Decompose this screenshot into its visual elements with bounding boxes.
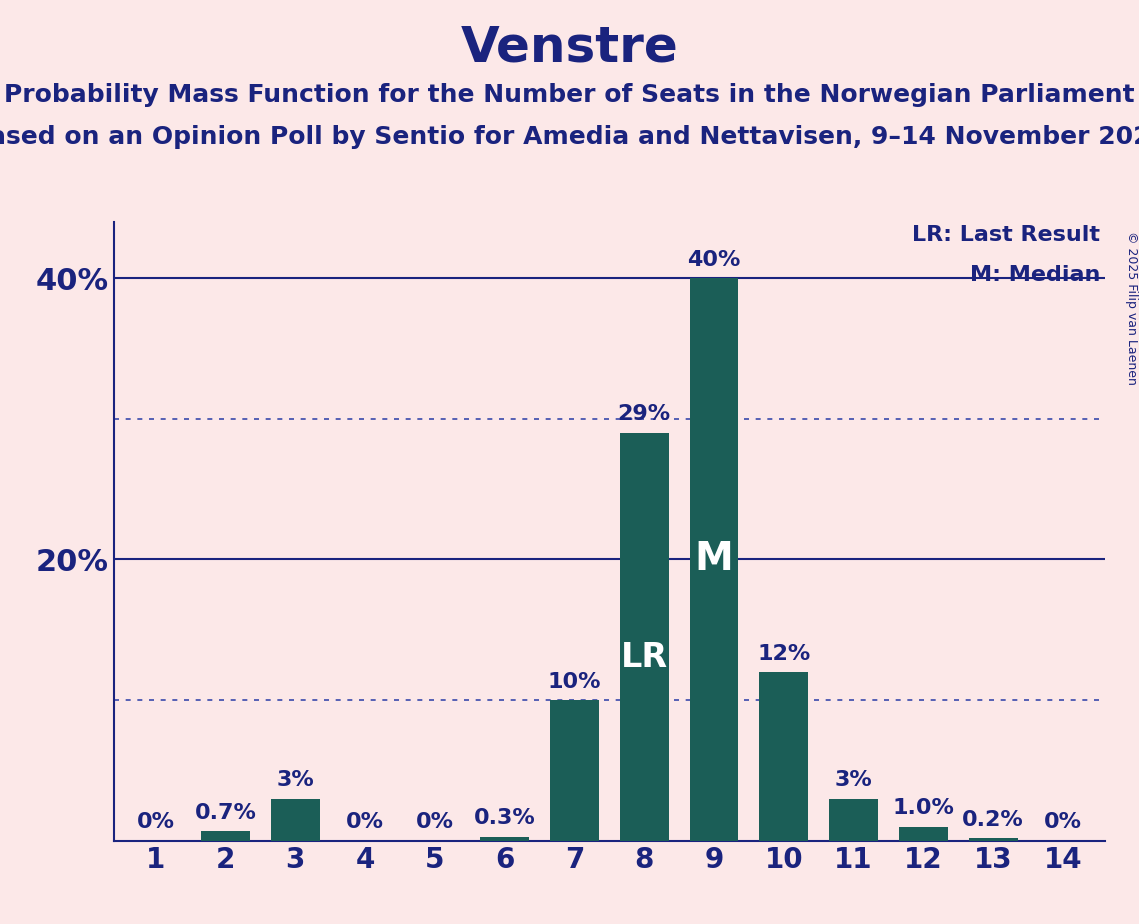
Text: 0.7%: 0.7% (195, 803, 256, 822)
Text: 0%: 0% (137, 812, 174, 833)
Bar (481, 836, 530, 841)
Text: © 2025 Filip van Laenen: © 2025 Filip van Laenen (1124, 231, 1138, 385)
Text: 0%: 0% (346, 812, 384, 833)
Text: 0.2%: 0.2% (962, 809, 1024, 830)
Text: 12%: 12% (757, 643, 811, 663)
Bar (620, 432, 669, 841)
Bar (760, 672, 809, 841)
Text: 1.0%: 1.0% (893, 798, 954, 819)
Text: Probability Mass Function for the Number of Seats in the Norwegian Parliament: Probability Mass Function for the Number… (5, 83, 1134, 107)
Bar (829, 798, 878, 841)
Text: 29%: 29% (617, 405, 671, 424)
Text: Venstre: Venstre (460, 23, 679, 71)
Bar (271, 798, 320, 841)
Text: LR: Last Result: LR: Last Result (912, 225, 1100, 245)
Bar (202, 831, 249, 841)
Bar (969, 838, 1017, 841)
Text: 0.3%: 0.3% (474, 808, 535, 828)
Text: LR: LR (621, 640, 667, 674)
Bar (899, 827, 948, 841)
Text: 10%: 10% (548, 672, 601, 692)
Bar (550, 700, 599, 841)
Text: M: Median: M: Median (969, 265, 1100, 286)
Text: 3%: 3% (835, 771, 872, 790)
Text: 0%: 0% (1044, 812, 1082, 833)
Text: Based on an Opinion Poll by Sentio for Amedia and Nettavisen, 9–14 November 2021: Based on an Opinion Poll by Sentio for A… (0, 125, 1139, 149)
Bar (689, 278, 738, 841)
Text: 3%: 3% (277, 771, 314, 790)
Text: 0%: 0% (416, 812, 454, 833)
Text: 40%: 40% (687, 249, 740, 270)
Text: M: M (695, 541, 734, 578)
